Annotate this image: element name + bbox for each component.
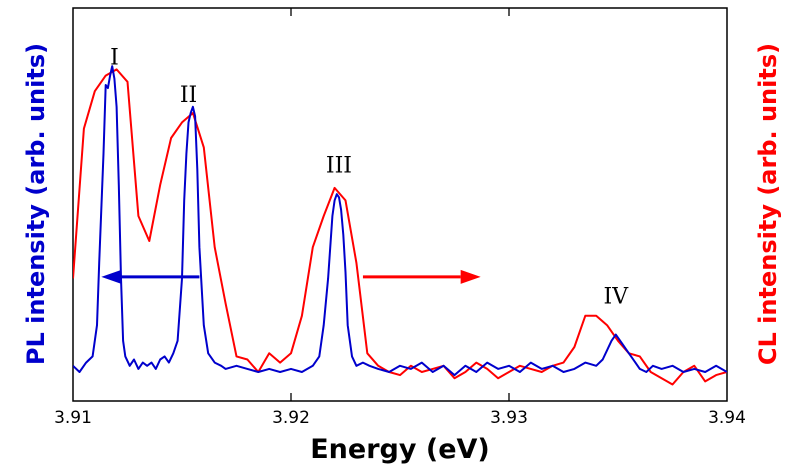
pl-series-line [73,65,727,377]
x-tick-label: 3.91 [54,408,92,428]
cl-axis-arrowhead [460,269,481,284]
cl-series-line [73,68,727,386]
peak-label: IV [604,284,630,309]
peak-label: III [326,153,352,178]
x-axis-title: Energy (eV) [310,434,490,465]
x-tick-label: 3.93 [490,408,528,428]
plot-frame [72,7,728,402]
x-tick-label: 3.94 [708,408,746,428]
pl-axis-arrowhead [101,269,122,284]
peak-label: I [110,46,119,71]
left-y-axis-title: PL intensity (arb. units) [22,43,50,365]
right-y-axis-title: CL intensity (arb. units) [754,43,782,365]
x-tick-label: 3.92 [272,408,310,428]
peak-label: II [180,83,197,108]
